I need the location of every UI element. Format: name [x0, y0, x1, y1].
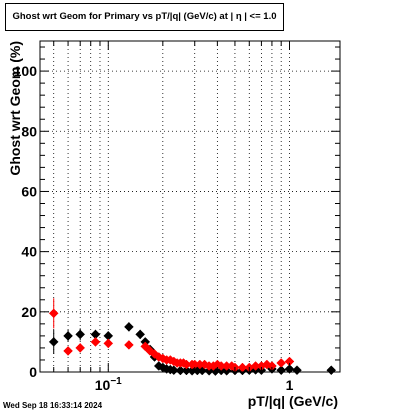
- data-point: [124, 322, 134, 332]
- data-point: [135, 329, 146, 340]
- y-tick-label: 40: [21, 244, 37, 260]
- data-point: [63, 346, 73, 356]
- data-point: [90, 337, 101, 347]
- data-point: [75, 329, 86, 340]
- timestamp: Wed Sep 18 16:33:14 2024: [3, 401, 103, 410]
- grid-lines: [40, 41, 340, 372]
- chart-title-box: Ghost wrt Geom for Primary vs pT/|q| (Ge…: [5, 3, 284, 31]
- y-tick-label: 100: [14, 63, 38, 79]
- data-point: [103, 338, 114, 349]
- data-point: [48, 308, 59, 319]
- axis-ticks: [40, 41, 340, 373]
- series-layer: [48, 298, 337, 376]
- x-axis-title: pT/|q| (GeV/c): [248, 393, 338, 409]
- data-point: [276, 358, 287, 368]
- x-tick-label-exponent: −1: [110, 376, 122, 387]
- data-point: [75, 343, 86, 353]
- plot-frame: [39, 40, 341, 373]
- series-2: [48, 298, 295, 373]
- x-tick-label: 10−1: [95, 376, 122, 393]
- data-point: [124, 340, 134, 350]
- data-point: [63, 331, 73, 341]
- y-tick-label: 0: [29, 364, 37, 380]
- x-tick-label: 1: [286, 377, 294, 393]
- y-tick-label: 20: [21, 304, 37, 320]
- y-tick-label: 80: [21, 123, 37, 139]
- y-tick-label: 60: [21, 183, 37, 199]
- y-axis-title: Ghost wrt Geom (%): [7, 41, 23, 176]
- data-point: [326, 365, 337, 376]
- data-point: [292, 365, 302, 376]
- chart-title: Ghost wrt Geom for Primary vs pT/|q| (Ge…: [12, 11, 277, 22]
- data-point: [48, 337, 59, 347]
